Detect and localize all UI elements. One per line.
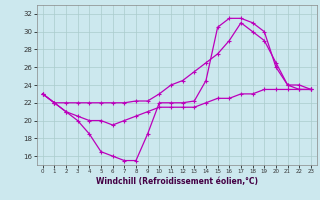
- X-axis label: Windchill (Refroidissement éolien,°C): Windchill (Refroidissement éolien,°C): [96, 177, 258, 186]
